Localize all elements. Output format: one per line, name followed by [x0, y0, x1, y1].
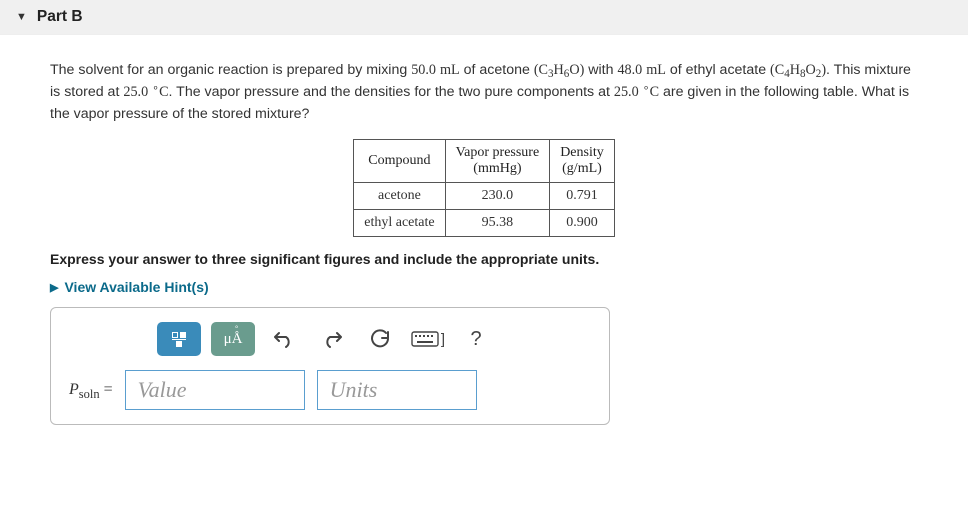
formula-ethyl: (C4H8O2) [770, 62, 826, 78]
suffix: ] [441, 331, 445, 348]
part-title: Part B [37, 8, 83, 26]
fraction-templates-button[interactable] [157, 322, 201, 356]
reset-icon [370, 329, 390, 349]
caret-right-icon: ▶ [50, 281, 58, 294]
cell-density: 0.900 [550, 210, 615, 237]
answer-variable: Psoln = [69, 381, 113, 399]
cell-compound: ethyl acetate [354, 210, 445, 237]
help-button[interactable]: ? [457, 322, 495, 356]
cell-vp: 95.38 [445, 210, 550, 237]
label: Density [560, 145, 604, 160]
label: μÅ [224, 331, 243, 348]
part-header[interactable]: ▼ Part B [0, 0, 968, 35]
eq: = [100, 381, 113, 398]
unit: mL [440, 62, 460, 78]
keyboard-icon [411, 331, 439, 347]
value-input[interactable]: Value [125, 370, 305, 410]
answer-box: μÅ° ] ? Psoln = Value Units [50, 307, 610, 425]
view-hints-button[interactable]: ▶ View Available Hint(s) [50, 279, 918, 295]
var: P [69, 381, 79, 398]
cell-vp: 230.0 [445, 183, 550, 210]
col-compound: Compound [354, 140, 445, 183]
data-table: Compound Vapor pressure(mmHg) Density(g/… [353, 139, 615, 237]
value: 25.0 [614, 84, 639, 100]
unit: (mmHg) [473, 161, 521, 176]
unit: mL [646, 62, 666, 78]
content-area: The solvent for an organic reaction is p… [0, 35, 968, 439]
cell-compound: acetone [354, 183, 445, 210]
cell-density: 0.791 [550, 183, 615, 210]
answer-row: Psoln = Value Units [69, 370, 591, 410]
value: 25.0 [123, 84, 148, 100]
col-vp: Vapor pressure(mmHg) [445, 140, 550, 183]
table-row: acetone 230.0 0.791 [354, 183, 615, 210]
text: with [584, 62, 617, 78]
text: of acetone [460, 62, 534, 78]
undo-icon [274, 330, 294, 348]
redo-icon [322, 330, 342, 348]
caret-down-icon: ▼ [16, 11, 27, 23]
degree: ∘C [152, 84, 168, 100]
question-prompt: The solvent for an organic reaction is p… [50, 59, 918, 125]
formula-acetone: (C3H6O) [534, 62, 584, 78]
reset-button[interactable] [361, 322, 399, 356]
sub: soln [79, 387, 100, 401]
value: 48.0 [617, 62, 642, 78]
text: of ethyl acetate [666, 62, 770, 78]
instruction: Express your answer to three significant… [50, 251, 918, 267]
label: Vapor pressure [456, 145, 540, 160]
unit: (g/mL) [562, 161, 602, 176]
units-input[interactable]: Units [317, 370, 477, 410]
special-chars-button[interactable]: μÅ° [211, 322, 255, 356]
keyboard-button[interactable]: ] [409, 322, 447, 356]
answer-toolbar: μÅ° ] ? [69, 322, 591, 356]
undo-button[interactable] [265, 322, 303, 356]
table-header-row: Compound Vapor pressure(mmHg) Density(g/… [354, 140, 615, 183]
degree: ∘C [643, 84, 659, 100]
redo-button[interactable] [313, 322, 351, 356]
hints-label: View Available Hint(s) [64, 279, 208, 295]
text: . The vapor pressure and the densities f… [169, 84, 614, 100]
value: 50.0 [411, 62, 436, 78]
col-density: Density(g/mL) [550, 140, 615, 183]
text: The solvent for an organic reaction is p… [50, 62, 411, 78]
table-row: ethyl acetate 95.38 0.900 [354, 210, 615, 237]
